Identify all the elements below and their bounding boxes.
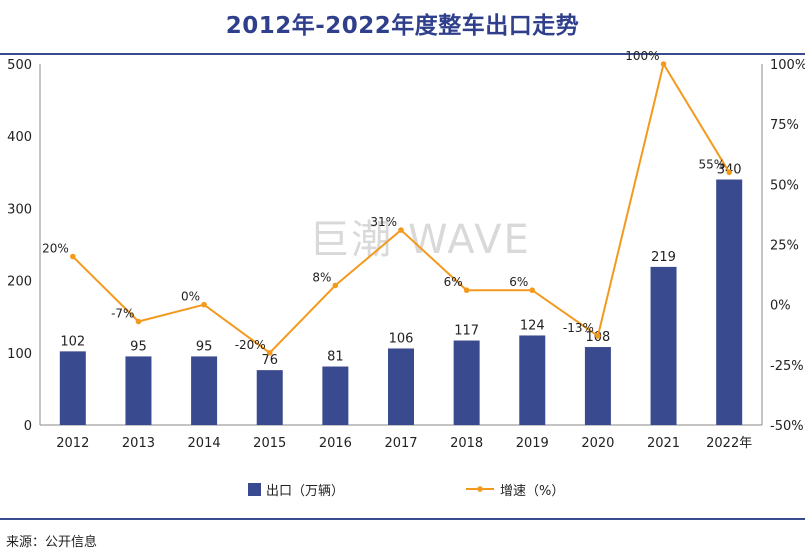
growth-value-label: 20% — [42, 242, 69, 256]
bar-value-label: 124 — [520, 318, 545, 333]
bar — [453, 340, 480, 425]
y-right-tick-label: 50% — [770, 178, 799, 193]
growth-point — [135, 318, 142, 325]
y-left-tick-label: 0 — [24, 419, 32, 434]
x-tick-label: 2022年 — [706, 436, 752, 451]
growth-value-label: 31% — [370, 215, 397, 229]
bar — [650, 266, 677, 425]
y-right-tick-label: 75% — [770, 118, 799, 133]
bar — [388, 348, 414, 425]
growth-value-label: -13% — [563, 321, 594, 335]
growth-point — [726, 169, 732, 176]
bar — [125, 356, 152, 425]
bottom-rule — [0, 518, 805, 520]
growth-point — [332, 282, 339, 289]
growth-point — [201, 301, 207, 308]
y-left-tick-label: 500 — [7, 58, 32, 73]
y-right-tick-label: -50% — [770, 419, 804, 434]
bar-value-label: 95 — [196, 339, 213, 354]
growth-line — [72, 61, 731, 355]
growth-value-label: 8% — [312, 270, 331, 284]
chart: 巨潮 WAVE 0 100 200 300 400 500 -50% -25% 0% 25% 50% 7… — [7, 49, 805, 499]
growth-value-label: -20% — [235, 338, 266, 352]
x-tick-label: 2015 — [253, 436, 286, 451]
growth-value-label: 0% — [181, 290, 200, 304]
bar-value-label: 81 — [327, 350, 344, 365]
growth-value-label: 100% — [625, 49, 659, 63]
y-left-tick-label: 200 — [7, 275, 32, 290]
bar — [59, 351, 86, 425]
bar — [191, 356, 218, 425]
legend-bar-label: 出口（万辆） — [266, 484, 344, 499]
y-right-tick-label: 0% — [770, 299, 791, 314]
x-tick-label: 2012 — [56, 436, 89, 451]
bar — [584, 347, 611, 425]
x-tick-label: 2021 — [647, 436, 680, 451]
x-tick-label: 2013 — [122, 436, 155, 451]
x-tick-label: 2017 — [384, 436, 417, 451]
top-rule — [0, 53, 805, 55]
bar-value-label: 95 — [130, 339, 147, 354]
growth-value-label: 6% — [444, 275, 463, 289]
growth-point — [463, 287, 470, 294]
x-tick-label: 2020 — [581, 436, 614, 451]
bar-value-label: 102 — [60, 334, 85, 349]
x-tick-label: 2014 — [188, 436, 221, 451]
y-right-tick-label: -25% — [770, 359, 804, 374]
growth-point — [398, 227, 404, 233]
legend-line-marker — [477, 486, 483, 492]
bar-value-label: 106 — [389, 331, 414, 346]
source-note: 来源：公开信息 — [6, 535, 98, 550]
growth-point — [266, 350, 273, 356]
legend-bar-swatch — [248, 483, 261, 496]
bar — [716, 179, 743, 425]
growth-point — [595, 333, 601, 339]
x-tick-label: 2016 — [319, 436, 352, 451]
y-left-tick-label: 100 — [7, 347, 32, 362]
chart-title: 2012年-2022年度整车出口走势 — [225, 13, 580, 39]
growth-value-label: 55% — [699, 157, 726, 171]
x-tick-label: 2019 — [516, 436, 549, 451]
growth-point — [529, 287, 536, 294]
bar-value-label: 117 — [454, 324, 479, 339]
bar — [256, 370, 283, 425]
bar-value-label: 219 — [651, 250, 676, 265]
y-right-tick-label: 100% — [770, 58, 805, 73]
x-tick-label: 2018 — [450, 436, 483, 451]
growth-value-label: 6% — [509, 275, 528, 289]
bar-value-label: 76 — [261, 353, 278, 368]
y-left-tick-label: 300 — [7, 202, 32, 217]
growth-point — [70, 253, 76, 260]
y-left-tick-label: 400 — [7, 130, 32, 145]
bar — [322, 366, 349, 425]
legend-line-label: 增速（%） — [500, 484, 564, 499]
y-right-tick-label: 25% — [770, 239, 799, 254]
growth-point — [660, 61, 667, 67]
watermark: 巨潮 WAVE — [309, 217, 531, 263]
growth-value-label: -7% — [111, 307, 134, 321]
bar — [519, 335, 546, 425]
